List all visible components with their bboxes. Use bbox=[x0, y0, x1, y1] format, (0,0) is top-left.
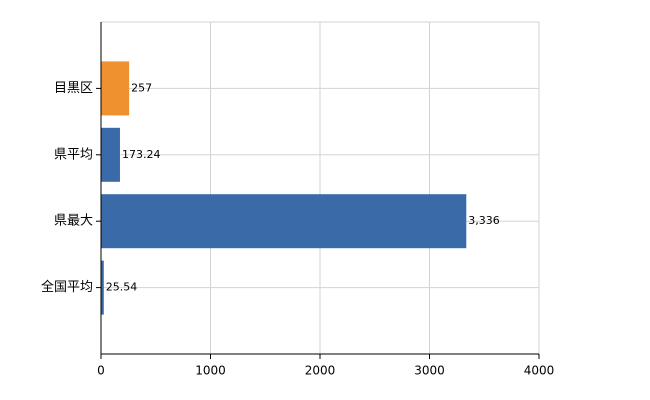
x-tick-label: 2000 bbox=[305, 364, 336, 378]
value-label: 257 bbox=[131, 81, 152, 94]
x-tick-label: 3000 bbox=[414, 364, 445, 378]
value-label: 3,336 bbox=[468, 214, 500, 227]
bar bbox=[101, 260, 104, 315]
bar bbox=[101, 194, 467, 249]
bar bbox=[101, 127, 120, 182]
value-label: 25.54 bbox=[106, 281, 138, 294]
bar bbox=[101, 61, 130, 116]
y-tick-label: 全国平均 bbox=[41, 279, 93, 295]
y-tick-label: 県最大 bbox=[54, 214, 93, 229]
x-tick-label: 1000 bbox=[195, 364, 226, 378]
x-tick-label: 0 bbox=[97, 364, 105, 378]
value-label: 173.24 bbox=[122, 148, 161, 161]
y-tick-label: 県平均 bbox=[54, 147, 93, 162]
y-tick-label: 目黒区 bbox=[54, 81, 93, 96]
x-tick-label: 4000 bbox=[524, 364, 555, 378]
